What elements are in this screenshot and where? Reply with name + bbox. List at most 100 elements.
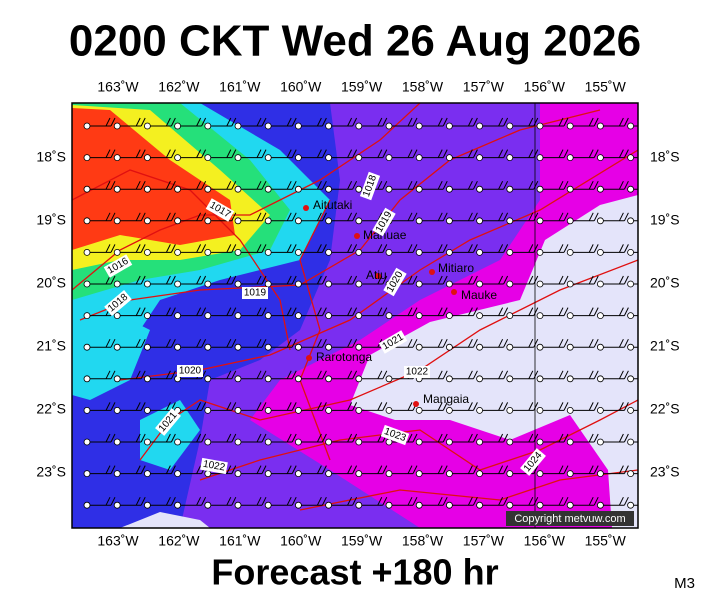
barb-flag: [135, 433, 141, 443]
barb-flag: [286, 465, 292, 474]
barb-flag: [110, 496, 116, 506]
lon-label-top: 163˚W: [97, 79, 139, 95]
barb-flag: [316, 212, 322, 222]
station: [566, 343, 574, 351]
barb-flag: [407, 465, 413, 474]
barb-flag: [623, 338, 629, 348]
station: [143, 375, 151, 383]
station: [566, 280, 574, 288]
barb-flag: [533, 275, 539, 285]
station: [597, 185, 604, 193]
isobar-label-box: [359, 171, 381, 201]
barb-flag: [377, 402, 383, 411]
barb-flag: [558, 402, 564, 411]
barb-flag: [442, 180, 448, 190]
barb-flag: [467, 212, 473, 222]
barb-flag: [650, 308, 654, 316]
station: [234, 185, 242, 193]
barb-flag: [196, 433, 202, 443]
barb-flag: [165, 307, 171, 316]
lat-label-right: 21˚S: [650, 338, 680, 354]
station: [83, 470, 91, 478]
barb-flag: [618, 402, 624, 411]
barb-flag: [442, 465, 448, 474]
map-field: [72, 103, 654, 528]
barb-flag: [437, 180, 443, 190]
barb-flag: [226, 180, 232, 190]
barb-flag: [618, 370, 624, 380]
barb-flag: [165, 149, 171, 158]
barb-flag: [472, 212, 478, 222]
station: [143, 122, 151, 130]
station: [476, 312, 484, 320]
station: [355, 154, 363, 162]
barb-flag: [347, 370, 353, 380]
station: [597, 154, 604, 162]
barb-flag: [593, 402, 599, 411]
lon-label-top: 160˚W: [280, 79, 322, 95]
barb-flag: [196, 212, 202, 222]
barb-flag: [498, 370, 504, 380]
barb-flag: [105, 465, 111, 474]
barb-flag: [170, 433, 176, 443]
barb-flag: [110, 117, 116, 127]
barb-flag: [588, 180, 594, 190]
barb-flag: [256, 402, 262, 411]
station: [113, 248, 121, 256]
station: [143, 312, 151, 320]
station: [83, 375, 91, 383]
barb-flag: [105, 275, 111, 285]
station: [415, 501, 423, 509]
barb-flag: [472, 275, 478, 285]
barb-flag: [316, 433, 322, 443]
barb-flag: [201, 402, 207, 411]
barb-flag: [533, 117, 539, 127]
station: [143, 248, 151, 256]
station: [264, 375, 272, 383]
barb-flag: [623, 465, 629, 474]
barb-flag: [618, 307, 624, 316]
barb-flag: [528, 433, 534, 443]
station: [597, 438, 604, 446]
barb-flag: [528, 307, 534, 316]
station: [325, 343, 333, 351]
barb-flag: [377, 275, 383, 285]
station: [445, 217, 453, 225]
station: [536, 375, 544, 383]
barb-flag: [352, 212, 358, 222]
barb-flag: [503, 307, 509, 316]
barb-flag: [352, 117, 358, 127]
station: [415, 248, 423, 256]
station: [234, 280, 242, 288]
barb-flag: [382, 402, 388, 411]
barb-flag: [412, 338, 418, 348]
barb-flag: [170, 307, 176, 316]
barb-flag: [165, 496, 171, 506]
barb-flag: [618, 338, 624, 348]
barb-flag: [407, 180, 413, 190]
barb-flag: [382, 275, 388, 285]
barb-flag: [347, 338, 353, 348]
barb-flag: [201, 307, 207, 316]
barb-flag: [135, 117, 141, 127]
barb-flag: [593, 338, 599, 348]
station: [264, 343, 272, 351]
barb-flag: [226, 402, 232, 411]
lon-label-top: 158˚W: [402, 79, 444, 95]
station: [566, 248, 574, 256]
barb-flag: [412, 307, 418, 316]
barb-flag: [533, 212, 539, 222]
barb-flag: [321, 117, 327, 127]
barb-flag: [382, 496, 388, 506]
station: [415, 438, 423, 446]
barb-flag: [472, 307, 478, 316]
barb-flag: [261, 244, 267, 253]
barb-flag: [256, 212, 262, 222]
station: [476, 470, 484, 478]
station: [294, 154, 302, 162]
barb-flag: [563, 117, 569, 127]
station: [506, 470, 514, 478]
station: [264, 217, 272, 225]
station: [294, 312, 302, 320]
